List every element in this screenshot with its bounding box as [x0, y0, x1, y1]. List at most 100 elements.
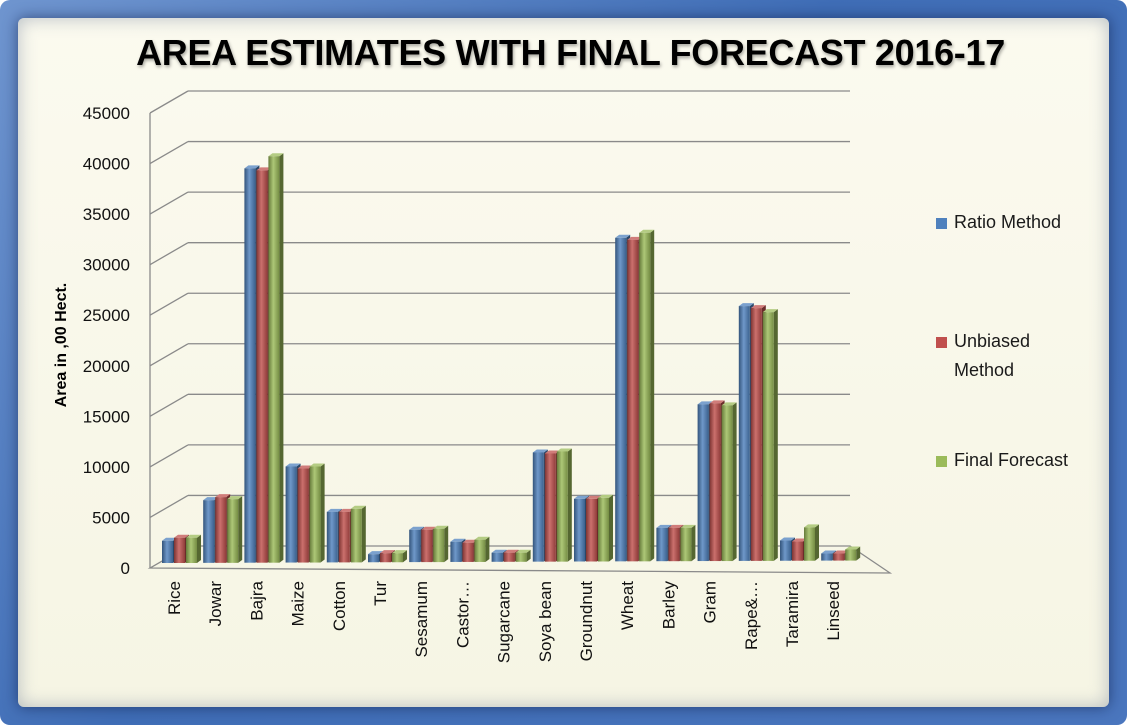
bar-front	[804, 527, 815, 561]
bar-groundnut-final-forecast	[598, 494, 613, 562]
bar-rape-final-forecast	[762, 309, 778, 561]
y-tick-label: 40000	[83, 155, 130, 174]
gridline-depth	[149, 393, 189, 417]
bar-front	[627, 239, 639, 562]
legend-label: Ratio Method	[954, 212, 1062, 232]
bar-side	[691, 524, 696, 562]
bar-front	[297, 468, 309, 563]
bar-side	[197, 534, 201, 563]
bar-front	[738, 306, 750, 561]
bar-side	[567, 448, 572, 562]
bar-front	[368, 554, 379, 563]
bar-front	[309, 466, 321, 563]
bar-side	[485, 536, 490, 562]
bar-front	[450, 541, 462, 562]
bar-top	[792, 538, 807, 542]
gridline-depth	[149, 444, 189, 468]
bar-top	[450, 538, 466, 542]
y-tick-label: 25000	[83, 306, 130, 325]
legend-swatch	[936, 456, 947, 467]
bar-side	[403, 550, 407, 563]
bar-side	[650, 229, 655, 562]
bar-front	[491, 552, 503, 562]
y-tick-labels: 0 5000 10000 15000 20000 25000 30000 35000 40000…	[83, 104, 130, 578]
bar-top	[586, 495, 601, 499]
bar-front	[574, 498, 585, 562]
x-tick-label: Rice	[165, 581, 184, 615]
bar-front	[421, 529, 433, 563]
bar-top	[244, 165, 260, 169]
bar-top	[656, 524, 672, 528]
bar-top	[285, 463, 301, 467]
bar-top	[503, 549, 519, 553]
bar-front	[227, 499, 239, 563]
bar-maize-final-forecast	[309, 463, 325, 563]
bar-front	[845, 549, 857, 561]
bar-top	[532, 449, 548, 453]
bar-front	[762, 312, 774, 561]
bar-castor-final-forecast	[474, 536, 490, 562]
bar-front	[433, 528, 445, 563]
bar-gram-final-forecast	[721, 402, 737, 562]
bar-top	[615, 234, 631, 238]
x-tick-label: Wheat	[618, 581, 637, 630]
bar-top	[738, 303, 754, 307]
bar-front	[350, 508, 362, 563]
bar-top	[574, 495, 589, 499]
bar-top	[627, 236, 643, 240]
bar-jowar-final-forecast	[227, 496, 243, 563]
bar-top	[174, 534, 189, 538]
y-tick-label: 15000	[83, 407, 130, 426]
bar-soya-bean-final-forecast	[556, 448, 572, 562]
bar-tur-final-forecast	[392, 550, 407, 563]
bar-barley-final-forecast	[680, 524, 696, 562]
legend-swatch	[936, 337, 947, 348]
bar-top	[227, 496, 243, 500]
bar-top	[556, 448, 572, 452]
bar-top	[297, 465, 313, 469]
bar-top	[215, 494, 231, 498]
bar-top	[639, 229, 655, 233]
x-tick-label: Linseed	[824, 581, 843, 641]
bar-sesamum-final-forecast	[433, 525, 449, 563]
bar-top	[804, 524, 819, 528]
bar-front	[656, 527, 668, 562]
bar-top	[421, 526, 437, 530]
legend-label: Final Forecast	[954, 450, 1069, 470]
bar-front	[256, 170, 268, 563]
x-tick-label: Bajra	[247, 580, 266, 620]
bar-top	[491, 549, 507, 553]
x-tick-label: Groundnut	[577, 581, 596, 662]
bar-front	[203, 500, 215, 563]
bar-top	[750, 305, 766, 309]
bar-top	[709, 400, 725, 404]
x-tick-label: Sesamum	[412, 581, 431, 658]
x-tick-label: Gram	[701, 581, 720, 624]
bar-linseed-final-forecast	[845, 546, 861, 561]
bar-cotton-final-forecast	[350, 505, 366, 563]
bar-top	[721, 402, 737, 406]
bar-side	[815, 524, 819, 561]
bar-top	[368, 551, 383, 555]
bar-front	[821, 553, 833, 561]
bar-front	[162, 540, 173, 563]
bar-front	[668, 527, 680, 562]
bar-front	[833, 553, 845, 561]
bar-side	[238, 496, 243, 563]
x-tick-label: Cotton	[330, 581, 349, 631]
bar-top	[544, 450, 560, 454]
gridline-depth	[149, 242, 189, 266]
gridline-depth	[149, 90, 189, 114]
bar-side	[732, 402, 737, 562]
x-tick-label: Barley	[659, 581, 678, 630]
bar-top	[268, 153, 284, 157]
bar-front	[215, 497, 227, 563]
bar-side	[320, 463, 325, 563]
gridline-depth	[149, 343, 189, 367]
bar-front	[503, 552, 515, 562]
bar-top	[338, 508, 354, 512]
x-tick-label: Castor…	[453, 581, 472, 648]
bar-top	[433, 525, 449, 529]
bar-front	[697, 404, 709, 562]
bar-side	[361, 505, 366, 563]
